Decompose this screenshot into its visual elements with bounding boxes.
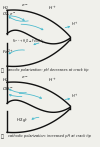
Text: $H_2$: $H_2$ <box>2 4 9 12</box>
Text: anodic polarization: pH decreases at crack tip: anodic polarization: pH decreases at cra… <box>8 68 88 72</box>
Text: $Fe^{2+}$: $Fe^{2+}$ <box>2 47 14 57</box>
Text: cathodic polarization: increased pH at crack tip: cathodic polarization: increased pH at c… <box>8 134 91 138</box>
Text: $H_2(g)$: $H_2(g)$ <box>16 116 29 124</box>
Text: $H^+$: $H^+$ <box>71 93 78 100</box>
Text: $Fe^{2+}+H_2O\rightarrow Fe(OH)_2^+$: $Fe^{2+}+H_2O\rightarrow Fe(OH)_2^+$ <box>12 37 45 46</box>
Text: $H^+$: $H^+$ <box>48 77 57 85</box>
Text: Ⓐ: Ⓐ <box>1 68 4 73</box>
Text: $H^+$: $H^+$ <box>48 5 57 12</box>
Text: $e^-$: $e^-$ <box>21 2 28 9</box>
Text: $e^-$: $e^-$ <box>21 75 28 81</box>
Text: $O_2, e^-$: $O_2, e^-$ <box>2 11 16 19</box>
Text: $OH^-$: $OH^-$ <box>2 85 14 92</box>
Text: $H_2$: $H_2$ <box>2 76 9 84</box>
Text: Ⓑ: Ⓑ <box>1 134 4 139</box>
Text: $H^+$: $H^+$ <box>71 20 78 28</box>
